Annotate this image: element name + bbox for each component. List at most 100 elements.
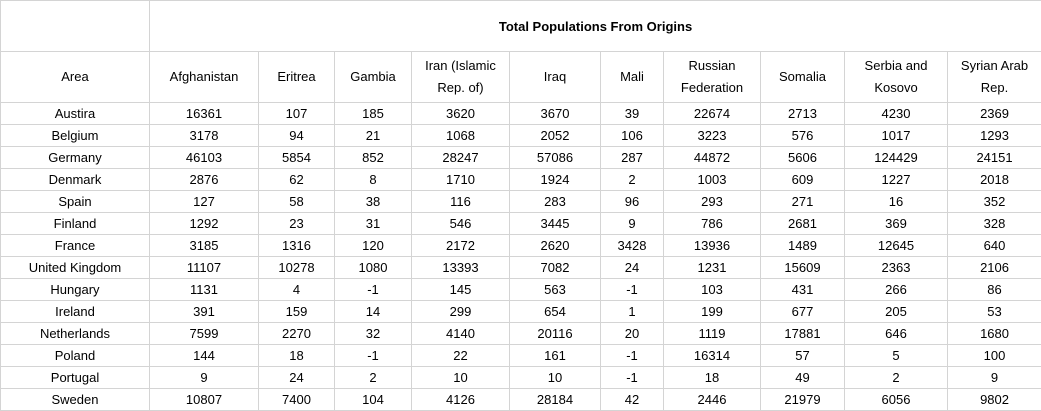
value-cell: 3223 (663, 124, 761, 147)
value-cell: 1680 (946, 322, 1041, 345)
area-cell: Portugal (0, 366, 150, 389)
value-cell: 116 (411, 190, 510, 213)
value-cell: 3428 (600, 234, 664, 257)
area-header: Area (0, 51, 150, 103)
value-cell: 107 (258, 102, 335, 125)
value-cell: 13936 (663, 234, 761, 257)
value-cell: 646 (844, 322, 948, 345)
column-header: Afghanistan (149, 51, 259, 103)
value-cell: 42 (600, 388, 664, 411)
value-cell: 2620 (509, 234, 601, 257)
value-cell: 431 (760, 278, 845, 301)
table-row: Netherlands 7599 2270 32 4140 20116 20 1119 1788… (0, 322, 1041, 345)
value-cell: 1080 (334, 256, 412, 279)
table-row: Sweden 10807 7400 104 4126 28184 42 2446 21979 60… (0, 388, 1041, 411)
value-cell: 28247 (411, 146, 510, 169)
value-cell: 1119 (663, 322, 761, 345)
value-cell: 10 (411, 366, 510, 389)
value-cell: 205 (844, 300, 948, 323)
value-cell: 293 (663, 190, 761, 213)
value-cell: 2018 (946, 168, 1041, 191)
value-cell: 786 (663, 212, 761, 235)
value-cell: 1316 (258, 234, 335, 257)
value-cell: 161 (509, 344, 601, 367)
value-cell: 9 (946, 366, 1041, 389)
area-cell: Spain (0, 190, 150, 213)
value-cell: 57086 (509, 146, 601, 169)
column-header: Mali (600, 51, 664, 103)
column-header: Russian Federation (663, 51, 761, 103)
value-cell: 58 (258, 190, 335, 213)
value-cell: 10278 (258, 256, 335, 279)
value-cell: 1068 (411, 124, 510, 147)
value-cell: 1924 (509, 168, 601, 191)
area-cell: Finland (0, 212, 150, 235)
value-cell: 6056 (844, 388, 948, 411)
value-cell: 16314 (663, 344, 761, 367)
value-cell: 62 (258, 168, 335, 191)
value-cell: 185 (334, 102, 412, 125)
table-row: Poland 144 18 -1 22 161 -1 16314 57 5 100 (0, 344, 1041, 367)
area-cell: United Kingdom (0, 256, 150, 279)
value-cell: 23 (258, 212, 335, 235)
column-header: Gambia (334, 51, 412, 103)
value-cell: 7400 (258, 388, 335, 411)
value-cell: 4230 (844, 102, 948, 125)
value-cell: 1710 (411, 168, 510, 191)
value-cell: 2 (334, 366, 412, 389)
value-cell: 4126 (411, 388, 510, 411)
value-cell: 266 (844, 278, 948, 301)
column-header: Somalia (760, 51, 845, 103)
table-row: Spain 127 58 38 116 283 96 293 271 16 352 (0, 190, 1041, 213)
value-cell: 3178 (149, 124, 259, 147)
table-row: Hungary 1131 4 -1 145 563 -1 103 431 266 86 (0, 278, 1041, 301)
value-cell: 2052 (509, 124, 601, 147)
value-cell: 86 (946, 278, 1041, 301)
value-cell: 677 (760, 300, 845, 323)
area-cell: Poland (0, 344, 150, 367)
area-cell: Germany (0, 146, 150, 169)
value-cell: 5854 (258, 146, 335, 169)
value-cell: 576 (760, 124, 845, 147)
value-cell: 8 (334, 168, 412, 191)
value-cell: 18 (258, 344, 335, 367)
value-cell: 299 (411, 300, 510, 323)
value-cell: 2876 (149, 168, 259, 191)
value-cell: 120 (334, 234, 412, 257)
value-cell: 3445 (509, 212, 601, 235)
value-cell: 57 (760, 344, 845, 367)
value-cell: -1 (600, 278, 664, 301)
area-cell: Austira (0, 102, 150, 125)
value-cell: 145 (411, 278, 510, 301)
value-cell: 21 (334, 124, 412, 147)
value-cell: 11107 (149, 256, 259, 279)
column-header: Eritrea (258, 51, 335, 103)
value-cell: 12645 (844, 234, 948, 257)
value-cell: 4140 (411, 322, 510, 345)
value-cell: 16 (844, 190, 948, 213)
table-row: United Kingdom 11107 10278 1080 13393 7082 24 1… (0, 256, 1041, 279)
value-cell: 1489 (760, 234, 845, 257)
value-cell: 3620 (411, 102, 510, 125)
value-cell: 2446 (663, 388, 761, 411)
value-cell: 10807 (149, 388, 259, 411)
value-cell: 2681 (760, 212, 845, 235)
value-cell: 283 (509, 190, 601, 213)
value-cell: 127 (149, 190, 259, 213)
value-cell: 2 (844, 366, 948, 389)
value-cell: 100 (946, 344, 1041, 367)
value-cell: 104 (334, 388, 412, 411)
value-cell: -1 (334, 344, 412, 367)
value-cell: 144 (149, 344, 259, 367)
value-cell: 609 (760, 168, 845, 191)
column-header: Syrian Arab Rep. (946, 51, 1041, 103)
value-cell: 1292 (149, 212, 259, 235)
table-row: France 3185 1316 120 2172 2620 3428 13936 1489 12… (0, 234, 1041, 257)
value-cell: 24 (600, 256, 664, 279)
value-cell: 22674 (663, 102, 761, 125)
value-cell: 106 (600, 124, 664, 147)
column-header: Iraq (509, 51, 601, 103)
table-row: Germany 46103 5854 852 28247 57086 287 44872 560… (0, 146, 1041, 169)
value-cell: 2713 (760, 102, 845, 125)
value-cell: 287 (600, 146, 664, 169)
